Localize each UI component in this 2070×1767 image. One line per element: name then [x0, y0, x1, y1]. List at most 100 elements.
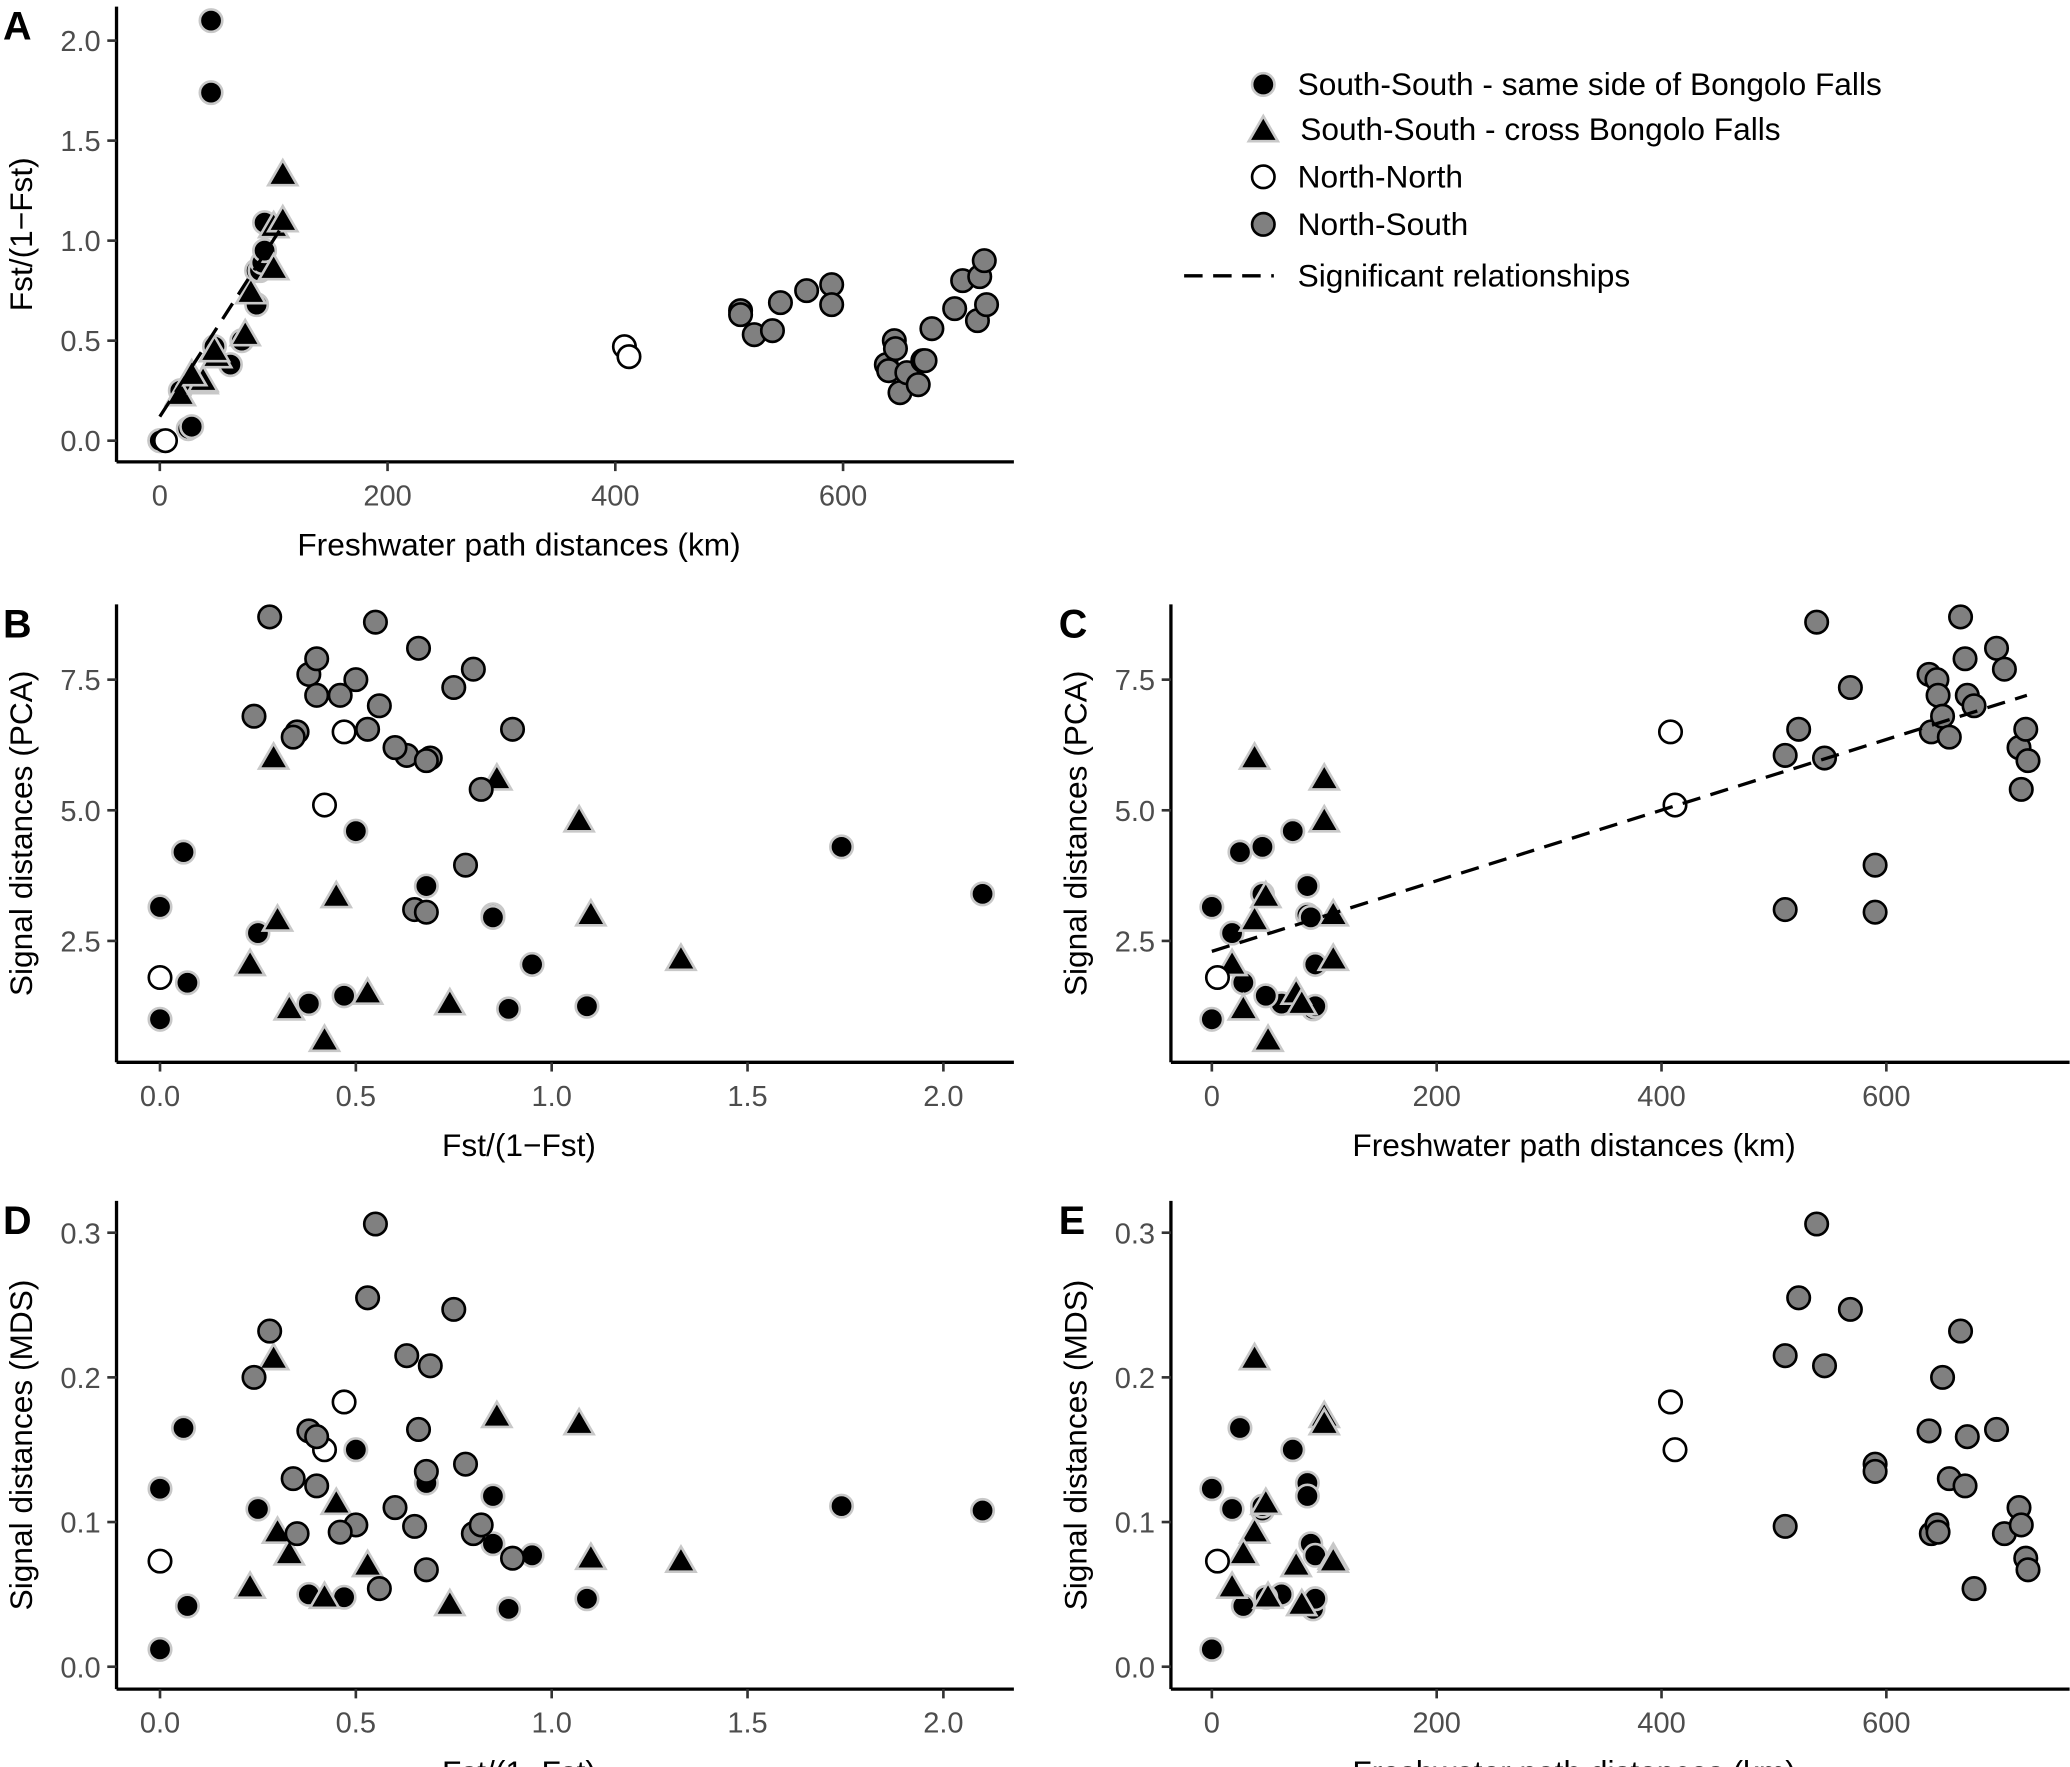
point-same-side [1227, 1415, 1253, 1441]
point-north-south [441, 674, 467, 701]
point-same-side [574, 993, 600, 1019]
point-north-south [280, 724, 306, 750]
point-north-south [394, 1343, 420, 1369]
point-north-south [1916, 1418, 1942, 1444]
point-cross-falls [1307, 803, 1342, 833]
point-north-south [1961, 1576, 1987, 1602]
point-north-south [942, 296, 968, 322]
panel-label: B [3, 602, 32, 646]
point-north-south [417, 1353, 443, 1379]
point-cross-falls [233, 947, 267, 977]
point-cross-falls [664, 942, 698, 972]
point-same-side [343, 1437, 369, 1463]
x-axis-title: Freshwater path distances (km) [1352, 1754, 1795, 1767]
x-axis-title: Fst/(1−Fst) [442, 1754, 596, 1767]
point-same-side [147, 1476, 173, 1502]
x-tick-label: 0.5 [336, 1708, 376, 1740]
legend-label-cross: South-South - cross Bongolo Falls [1300, 111, 1780, 147]
point-north-south [974, 292, 1000, 318]
y-tick-label: 5.0 [1115, 796, 1155, 828]
point-north-south [460, 656, 486, 682]
point-same-side [519, 951, 545, 977]
point-cross-falls [1307, 761, 1342, 791]
point-cross-falls [1226, 1536, 1261, 1566]
point-same-side [343, 818, 369, 844]
point-north-north [147, 1548, 173, 1574]
point-cross-falls [1279, 1548, 1313, 1578]
point-north-north [331, 719, 357, 745]
point-cross-falls [480, 1399, 514, 1429]
point-north-south [794, 278, 820, 304]
point-cross-falls [319, 879, 354, 909]
point-north-north [1662, 792, 1688, 818]
point-same-side [1249, 834, 1275, 860]
point-same-side [1253, 983, 1279, 1009]
point-north-south [257, 604, 283, 630]
point-north-south [1936, 724, 1962, 750]
point-north-south [284, 1521, 310, 1547]
point-north-south [355, 1285, 381, 1311]
point-north-north [152, 428, 179, 454]
point-same-side [1219, 920, 1245, 946]
y-tick-label: 0.2 [1115, 1363, 1155, 1395]
point-cross-falls [1237, 902, 1272, 932]
point-north-north [1657, 719, 1684, 745]
point-cross-falls [1215, 1569, 1249, 1600]
point-north-south [366, 693, 392, 719]
point-same-side [331, 983, 357, 1009]
point-same-side [245, 1496, 271, 1522]
point-cross-falls [1307, 1406, 1342, 1436]
point-same-side [147, 894, 173, 920]
point-cross-falls [234, 275, 268, 305]
y-tick-label: 0.0 [1115, 1652, 1155, 1684]
y-tick-label: 0.1 [60, 1508, 100, 1540]
point-north-north [331, 1389, 357, 1415]
point-cross-falls [1237, 1341, 1272, 1371]
point-north-south [1772, 897, 1798, 923]
point-cross-falls [664, 1543, 698, 1573]
point-cross-falls [433, 986, 467, 1016]
point-cross-falls [265, 157, 300, 187]
panel-b: 0.0 0.5 1.0 1.5 2.0 2.5 5.0 7.5 Fst/(1−Fst) Signa… [3, 602, 1014, 1163]
point-north-south [2008, 1512, 2034, 1538]
point-north-south [1772, 1343, 1798, 1369]
point-north-south [1961, 693, 1987, 719]
point-same-side [1227, 839, 1253, 865]
point-same-side [147, 1636, 173, 1662]
point-cross-falls [256, 251, 291, 281]
point-north-south [468, 1512, 494, 1538]
x-tick-label: 600 [1862, 1708, 1910, 1740]
x-tick-label: 2.0 [923, 1081, 963, 1113]
point-same-side [1219, 1496, 1245, 1522]
point-same-side [170, 839, 197, 865]
point-north-south [304, 682, 330, 708]
regression-line [158, 229, 281, 418]
point-north-south [912, 348, 938, 374]
y-tick-label: 0.3 [1115, 1218, 1155, 1250]
point-cross-falls [307, 1023, 342, 1053]
x-axis-title: Freshwater path distances (km) [1352, 1127, 1795, 1163]
point-north-south [1925, 1519, 1951, 1545]
point-north-south [882, 336, 908, 362]
point-same-side [496, 1596, 522, 1622]
point-same-side [970, 1497, 996, 1524]
point-north-south [452, 1451, 479, 1477]
point-same-side [1199, 1636, 1225, 1662]
point-cross-falls [319, 1486, 354, 1516]
point-north-north [1662, 1437, 1688, 1463]
point-cross-falls [260, 1515, 295, 1545]
point-north-south [327, 682, 353, 708]
y-axis-title: Signal distances (MDS) [1057, 1280, 1093, 1611]
point-cross-falls [1237, 1515, 1272, 1545]
y-tick-label: 0.1 [1115, 1508, 1155, 1540]
point-same-side [480, 904, 506, 930]
point-same-side [480, 1531, 506, 1557]
point-cross-falls [1237, 740, 1272, 770]
point-north-south [304, 1424, 330, 1450]
y-tick-label: 1.5 [60, 126, 100, 158]
point-same-side [829, 1493, 855, 1519]
y-tick-label: 0.5 [60, 326, 100, 358]
point-north-south [280, 1466, 306, 1492]
point-north-south [362, 609, 388, 635]
point-north-south [413, 1557, 439, 1583]
